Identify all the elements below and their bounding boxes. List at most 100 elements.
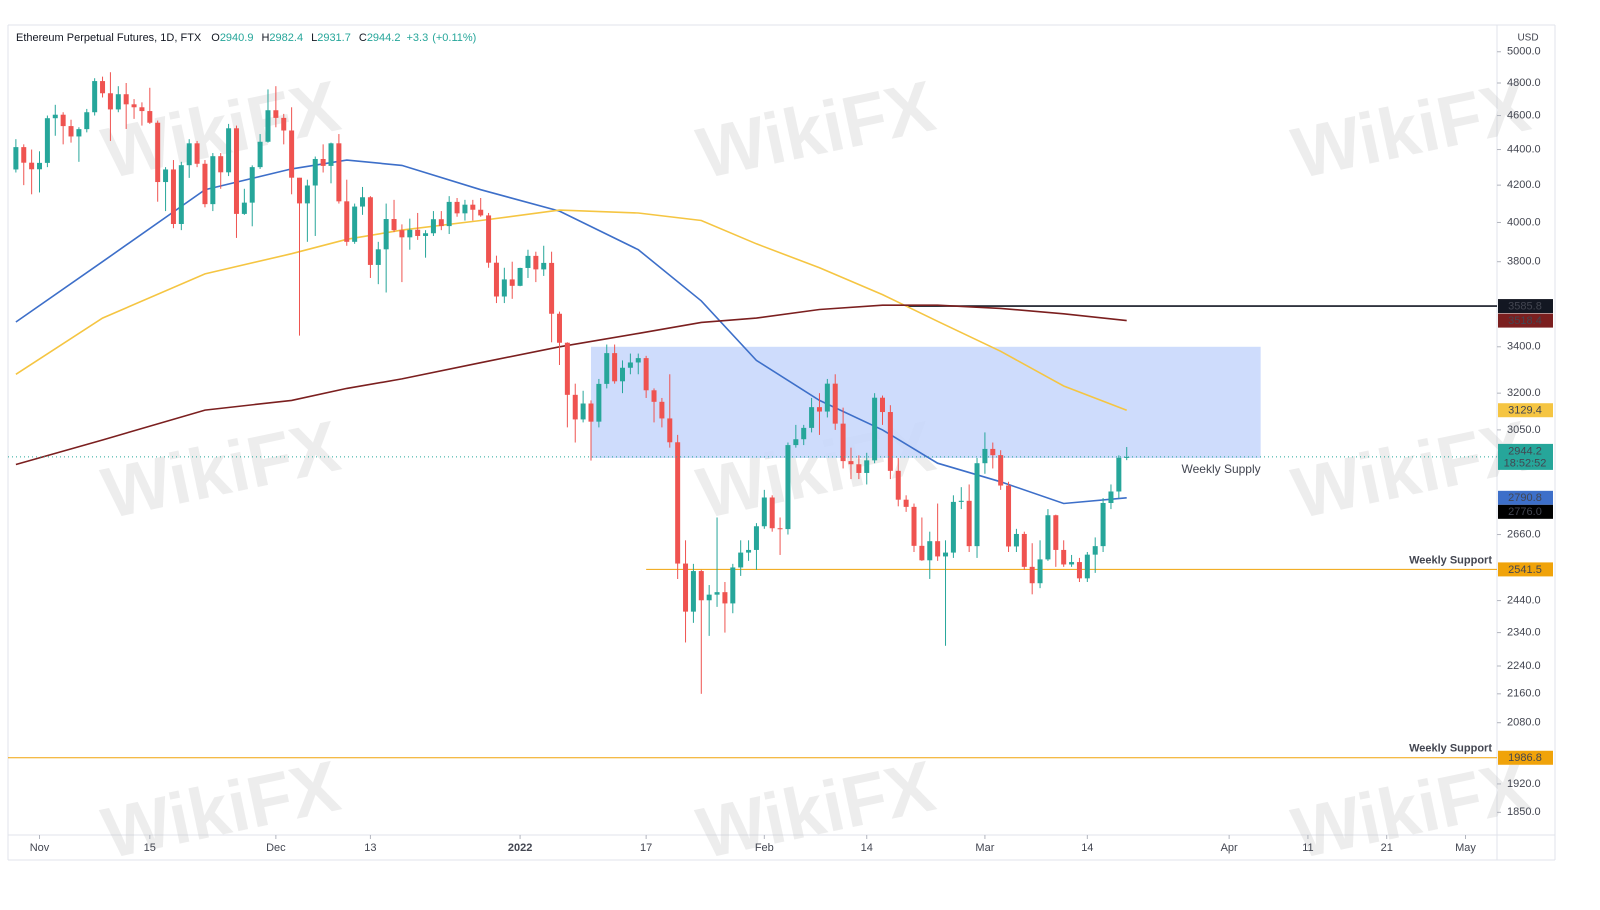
candle-body: [635, 358, 641, 363]
candle-body: [289, 130, 295, 178]
y-tick-label: 4000.0: [1507, 216, 1541, 228]
legend-header: Ethereum Perpetual Futures, 1D, FTX O2940…: [16, 32, 476, 44]
y-tick-label: 4800.0: [1507, 77, 1541, 89]
candle-body: [52, 114, 58, 119]
candle-body: [1069, 562, 1075, 565]
candle-body: [407, 229, 413, 238]
candle-body: [675, 442, 681, 564]
candle-body: [517, 267, 523, 286]
candle-body: [462, 204, 468, 214]
candle-body: [706, 594, 712, 601]
candle-body: [580, 403, 586, 420]
candle-body: [438, 219, 444, 227]
candle-body: [998, 455, 1004, 486]
candle-body: [753, 526, 759, 550]
x-tick-label: Feb: [755, 842, 774, 854]
candle-body: [375, 249, 381, 265]
candle-body: [911, 506, 917, 546]
candle-body: [879, 397, 885, 413]
candle-body: [241, 202, 247, 214]
candle-body: [872, 397, 878, 461]
y-tick-label: 2240.0: [1507, 660, 1541, 672]
candle-body: [265, 110, 271, 142]
candle-body: [170, 169, 176, 224]
y-tick-label: 4600.0: [1507, 109, 1541, 121]
candle-body: [29, 162, 35, 170]
candle-body: [785, 445, 791, 530]
candle-body: [312, 158, 318, 186]
x-tick-label: 13: [364, 842, 376, 854]
y-tick-label: 4400.0: [1507, 143, 1541, 155]
moving-average: [15, 159, 1127, 505]
legend-letter: L: [311, 32, 317, 44]
candle-body: [746, 549, 752, 553]
x-tick-label: Mar: [975, 842, 994, 854]
candle-body: [549, 262, 555, 314]
candle-body: [643, 358, 649, 391]
candle-body: [572, 394, 578, 420]
candle-body: [525, 255, 531, 268]
candle-body: [533, 255, 539, 270]
candle-body: [887, 412, 893, 471]
x-tick-label: 17: [640, 842, 652, 854]
candle-body: [824, 383, 830, 412]
price-label-box: [1498, 750, 1553, 765]
candle-body: [564, 342, 570, 395]
currency-label: USD: [1517, 33, 1538, 44]
candle-body: [257, 141, 263, 168]
y-tick-label: 2160.0: [1507, 688, 1541, 700]
candle-body: [84, 112, 90, 130]
candle-body: [974, 463, 980, 547]
y-tick-label: 3050.0: [1507, 424, 1541, 436]
legend-letter: O: [211, 32, 220, 44]
candle-body: [958, 500, 964, 502]
candle-body: [281, 117, 287, 131]
price-label: 2790.8: [1508, 492, 1542, 504]
candle-body: [690, 571, 696, 612]
candle-body: [155, 122, 161, 183]
candle-body: [1124, 456, 1130, 458]
candle-body: [92, 81, 98, 113]
candle-body: [21, 147, 27, 163]
candle-body: [966, 500, 972, 547]
candle-body: [1061, 549, 1067, 565]
price-label: 2944.2: [1508, 445, 1542, 457]
candle-body: [856, 464, 862, 473]
candle-body: [509, 279, 515, 286]
candle-body: [541, 262, 547, 270]
legend-value: 2940.9: [220, 32, 254, 44]
candle-body: [367, 197, 373, 265]
candle-body: [950, 501, 956, 553]
y-tick-label: 1850.0: [1507, 806, 1541, 818]
candle-body: [1100, 502, 1106, 547]
price-label: 3129.4: [1508, 405, 1542, 417]
price-label-box: [1498, 504, 1553, 519]
price-label-box: [1498, 313, 1553, 328]
y-tick-label: 1920.0: [1507, 778, 1541, 790]
candle-body: [194, 143, 200, 164]
candle-body: [1092, 546, 1098, 555]
x-tick-label: 21: [1381, 842, 1393, 854]
candle-body: [698, 571, 704, 601]
candle-body: [423, 233, 429, 236]
candle-body: [1116, 457, 1122, 492]
candle-body: [360, 197, 366, 207]
candle-body: [210, 156, 216, 205]
candle-body: [415, 229, 421, 236]
y-tick-label: 3800.0: [1507, 256, 1541, 268]
price-label: 1986.8: [1508, 752, 1542, 764]
candle-body: [990, 448, 996, 456]
candle-body: [383, 219, 389, 250]
candle-body: [809, 407, 815, 428]
candle-body: [596, 383, 602, 422]
y-tick-label: 2440.0: [1507, 594, 1541, 606]
candle-body: [832, 383, 838, 424]
candle-body: [446, 201, 452, 227]
y-tick-label: 3200.0: [1507, 387, 1541, 399]
candle-body: [226, 128, 232, 173]
legend-title: Ethereum Perpetual Futures, 1D, FTX: [16, 32, 202, 44]
candle-body: [927, 541, 933, 561]
candle-body: [1084, 554, 1090, 579]
candle-body: [336, 143, 342, 202]
x-tick-label: 14: [1081, 842, 1093, 854]
